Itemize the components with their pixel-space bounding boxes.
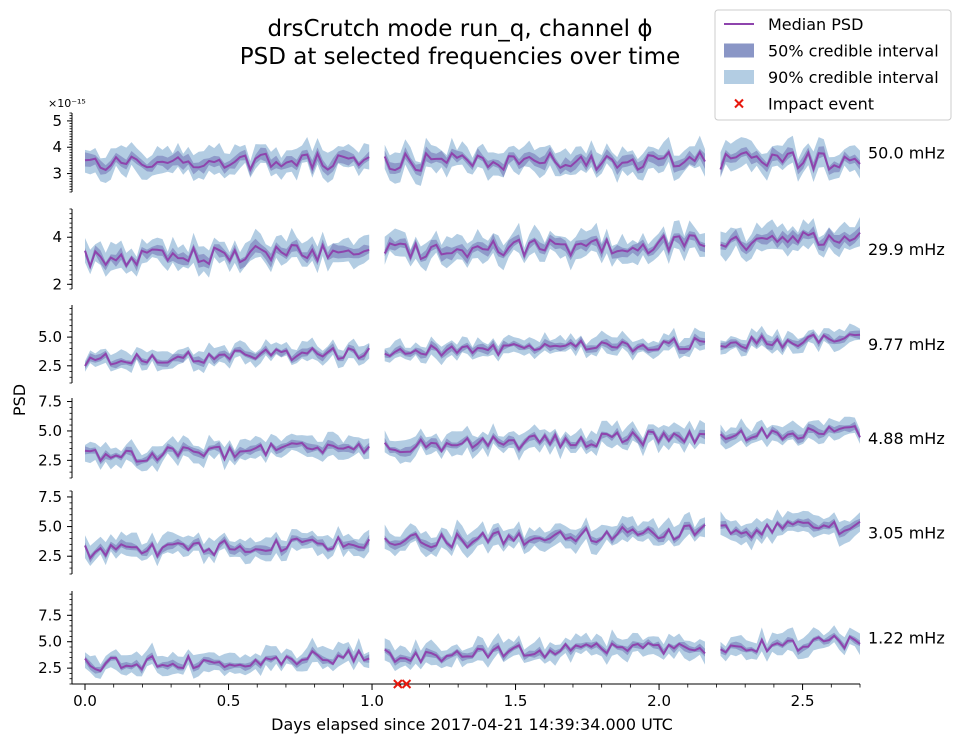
legend-item: 50% credible interval bbox=[724, 42, 939, 61]
panel: 2.5 5.0 7.5 1.22 mHz bbox=[38, 591, 945, 685]
x-tick-label: 2.5 bbox=[791, 692, 815, 710]
median-line bbox=[383, 150, 706, 172]
median-line bbox=[720, 333, 861, 350]
y-tick-label: 2.5 bbox=[38, 659, 62, 677]
ci90-band bbox=[85, 637, 370, 679]
ci90-band bbox=[384, 629, 705, 672]
legend-swatch bbox=[724, 43, 754, 58]
legend-label: 50% credible interval bbox=[768, 42, 939, 61]
y-tick-label: 2.5 bbox=[38, 547, 62, 565]
ci90-band bbox=[384, 511, 705, 559]
median-line bbox=[384, 336, 706, 358]
median-line bbox=[719, 150, 861, 173]
y-tick-label: 4 bbox=[52, 138, 62, 156]
median-line bbox=[84, 346, 371, 367]
impact-events bbox=[393, 679, 412, 689]
panel: 2.5 5.0 7.5 4.88 mHz bbox=[38, 393, 945, 479]
frequency-label: 3.05 mHz bbox=[868, 524, 945, 543]
panel: 2.5 5.0 9.77 mHz bbox=[38, 305, 945, 384]
chart-title: drsCrutch mode run_q, channel ϕ PSD at s… bbox=[240, 16, 680, 70]
offset-label: ×10⁻¹⁵ bbox=[48, 97, 86, 110]
y-tick-label: 3 bbox=[52, 165, 62, 183]
panel: 2 4 29.9 mHz bbox=[52, 208, 945, 293]
median-line bbox=[84, 242, 370, 270]
y-tick-label: 5.0 bbox=[38, 633, 62, 651]
y-tick-label: 2 bbox=[52, 275, 62, 293]
x-tick-label: 1.5 bbox=[504, 692, 528, 710]
median-line bbox=[84, 441, 370, 463]
median-line bbox=[84, 535, 371, 561]
legend-swatch bbox=[724, 70, 754, 84]
y-tick-label: 7.5 bbox=[38, 606, 62, 624]
legend-label: 90% credible interval bbox=[768, 68, 939, 87]
y-tick-label: 4 bbox=[52, 228, 62, 246]
ci50-band bbox=[384, 231, 705, 265]
median-line bbox=[719, 425, 861, 442]
legend-label: Impact event bbox=[768, 95, 874, 114]
frequency-label: 9.77 mHz bbox=[868, 335, 945, 354]
y-tick-label: 7.5 bbox=[38, 488, 62, 506]
median-line bbox=[720, 520, 861, 539]
ci50-band bbox=[85, 147, 370, 177]
y-tick-label: 5.0 bbox=[38, 518, 62, 536]
median-line bbox=[384, 641, 706, 665]
legend: Median PSD 50% credible interval 90% credi… bbox=[714, 9, 952, 121]
ci50-band bbox=[720, 632, 860, 656]
legend-item: Median PSD bbox=[724, 15, 863, 34]
title-line-2: PSD at selected frequencies over time bbox=[240, 44, 680, 70]
ci90-band bbox=[720, 135, 860, 182]
median-line bbox=[383, 524, 706, 549]
panel: 3 4 5 50.0 mHz bbox=[52, 112, 945, 193]
legend-frame bbox=[714, 9, 952, 121]
y-tick-label: 5.0 bbox=[38, 422, 62, 440]
ci50-band bbox=[85, 646, 370, 674]
ci90-band bbox=[85, 137, 370, 183]
median-line bbox=[383, 233, 706, 261]
impact-marker bbox=[393, 679, 403, 689]
panels: 3 4 5 50.0 mHz 2 4 29.9 mHz 2.5 5.0 9.77 mHz 2.5 5.… bbox=[38, 112, 945, 685]
legend-swatch bbox=[734, 98, 744, 109]
ci50-band bbox=[720, 146, 860, 177]
panel: 2.5 5.0 7.5 3.05 mHz bbox=[38, 488, 945, 575]
ci90-band bbox=[85, 227, 370, 278]
median-line bbox=[84, 648, 370, 673]
ci90-band bbox=[384, 420, 705, 464]
y-axis-label: PSD bbox=[10, 384, 29, 416]
x-tick-label: 2.0 bbox=[647, 692, 671, 710]
x-tick-label: 0.5 bbox=[217, 692, 241, 710]
y-tick-label: 5.0 bbox=[38, 328, 62, 346]
frequency-label: 4.88 mHz bbox=[868, 429, 945, 448]
legend-item: 90% credible interval bbox=[724, 68, 939, 87]
frequency-label: 50.0 mHz bbox=[868, 144, 945, 163]
y-tick-label: 7.5 bbox=[38, 393, 62, 411]
x-tick-label: 1.0 bbox=[360, 692, 384, 710]
ci90-band bbox=[720, 509, 860, 551]
y-tick-label: 2.5 bbox=[38, 451, 62, 469]
x-tick-label: 0.0 bbox=[73, 692, 97, 710]
impact-marker bbox=[401, 679, 412, 689]
ci50-band bbox=[384, 333, 705, 359]
legend-label: Median PSD bbox=[768, 15, 863, 34]
title-line-1: drsCrutch mode run_q, channel ϕ bbox=[267, 16, 652, 42]
x-axis: 0.0 0.5 1.0 1.5 2.0 2.5 bbox=[72, 683, 861, 710]
y-tick-label: 5 bbox=[52, 112, 62, 130]
ci50-band bbox=[720, 518, 860, 542]
median-line bbox=[720, 634, 861, 654]
frequency-label: 1.22 mHz bbox=[868, 629, 945, 648]
median-line bbox=[84, 150, 370, 173]
median-line bbox=[383, 429, 706, 454]
frequency-label: 29.9 mHz bbox=[868, 240, 945, 259]
ci50-band bbox=[384, 639, 705, 666]
median-line bbox=[720, 230, 861, 252]
y-tick-label: 2.5 bbox=[38, 357, 62, 375]
x-axis-label: Days elapsed since 2017-04-21 14:39:34.0… bbox=[271, 715, 673, 734]
legend-item: Impact event bbox=[734, 95, 874, 114]
ci50-band bbox=[720, 421, 860, 444]
